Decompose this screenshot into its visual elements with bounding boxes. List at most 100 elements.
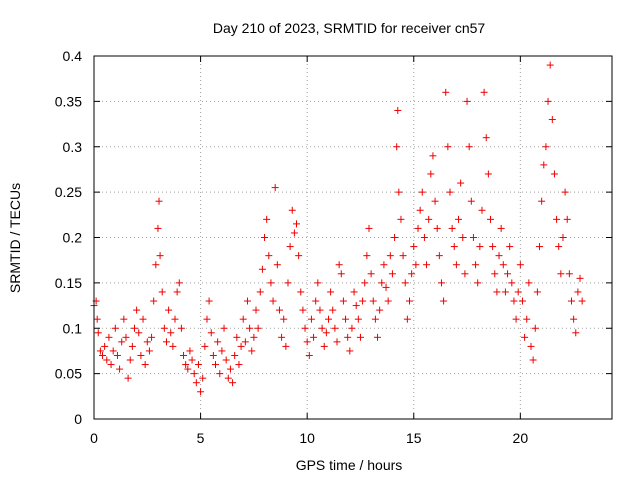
data-point	[116, 365, 124, 373]
data-point	[167, 329, 175, 337]
data-point	[246, 324, 254, 332]
data-point	[344, 333, 352, 341]
y-tick-label: 0.2	[63, 230, 83, 246]
data-point	[320, 342, 328, 350]
data-point	[401, 279, 409, 287]
data-point	[152, 261, 160, 269]
y-tick-label: 0	[74, 411, 82, 427]
data-point	[145, 347, 153, 355]
data-point	[188, 356, 196, 364]
data-point	[286, 243, 294, 251]
data-point	[307, 315, 315, 323]
x-tick-label: 5	[197, 430, 205, 446]
data-point	[382, 283, 390, 291]
data-point	[527, 342, 535, 350]
data-point	[386, 252, 394, 260]
data-point	[412, 261, 420, 269]
data-point	[218, 347, 226, 355]
data-point	[310, 333, 318, 341]
data-point	[335, 261, 343, 269]
data-point	[169, 342, 177, 350]
data-point	[186, 347, 194, 355]
data-point	[339, 297, 347, 305]
data-point	[165, 306, 173, 314]
data-point	[405, 297, 413, 305]
data-point	[101, 342, 109, 350]
grid-lines	[94, 56, 612, 419]
data-point	[113, 351, 121, 359]
y-tick-label: 0.25	[55, 184, 82, 200]
data-point	[367, 270, 375, 278]
data-point	[448, 224, 456, 232]
data-point	[350, 288, 358, 296]
data-point	[394, 106, 402, 114]
data-point	[128, 342, 136, 350]
data-point	[322, 329, 330, 337]
data-point	[160, 324, 168, 332]
data-point	[536, 243, 544, 251]
x-tick-label: 0	[90, 430, 98, 446]
data-point	[416, 206, 424, 214]
data-point	[555, 243, 563, 251]
data-point	[96, 347, 104, 355]
data-point	[391, 234, 399, 241]
data-point	[369, 297, 377, 305]
data-point	[380, 261, 388, 269]
data-point	[148, 333, 156, 341]
data-point	[290, 229, 298, 237]
data-point	[256, 288, 264, 296]
data-point	[354, 315, 362, 323]
data-point	[561, 188, 569, 196]
data-point	[497, 224, 505, 232]
data-point	[504, 270, 512, 278]
data-point	[265, 252, 273, 260]
data-point	[133, 306, 141, 314]
data-point	[563, 215, 571, 223]
data-point	[442, 88, 450, 96]
data-point	[192, 379, 200, 387]
data-point	[267, 279, 275, 287]
data-point	[252, 306, 260, 314]
data-point	[423, 261, 431, 269]
data-point	[233, 333, 241, 341]
data-point	[363, 252, 371, 260]
data-point	[329, 306, 337, 314]
data-points	[90, 61, 586, 396]
data-point	[269, 297, 277, 305]
data-point	[352, 302, 360, 310]
data-point	[393, 143, 401, 151]
y-tick-label: 0.4	[63, 48, 83, 64]
data-point	[493, 288, 501, 296]
data-point	[538, 197, 546, 205]
data-point	[342, 315, 350, 323]
data-point	[478, 206, 486, 214]
data-point	[484, 170, 492, 178]
data-point	[510, 297, 518, 305]
data-point	[180, 351, 188, 359]
data-point	[433, 224, 441, 232]
data-point	[435, 252, 443, 260]
data-point	[299, 306, 307, 314]
data-point	[570, 315, 578, 323]
data-point	[184, 365, 192, 373]
data-point	[118, 338, 126, 346]
data-point	[324, 315, 332, 323]
data-point	[540, 161, 548, 169]
data-point	[239, 315, 247, 323]
data-point	[472, 261, 480, 269]
data-point	[197, 388, 205, 396]
data-point	[459, 234, 467, 241]
axis-ticks	[93, 55, 612, 420]
data-point	[452, 261, 460, 269]
data-point	[254, 324, 262, 332]
data-point	[476, 243, 484, 251]
data-point	[356, 333, 364, 341]
data-point	[248, 347, 256, 355]
data-point	[399, 252, 407, 260]
data-point	[275, 306, 283, 314]
data-point	[156, 252, 164, 260]
data-point	[429, 152, 437, 160]
data-point	[243, 297, 251, 305]
data-point	[376, 306, 384, 314]
